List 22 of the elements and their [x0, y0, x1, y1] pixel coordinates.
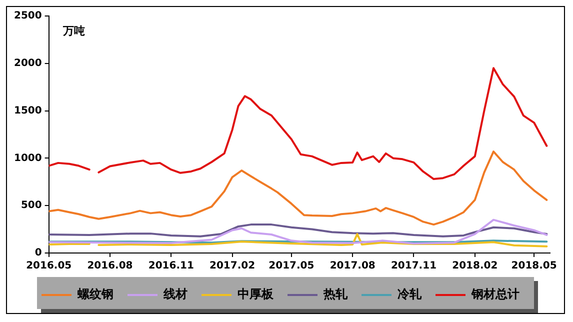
y-tick-label: 500 [20, 200, 42, 212]
x-tick-label: 2017.11 [390, 260, 437, 272]
legend-label: 中厚板 [238, 287, 274, 302]
y-tick-label: 2500 [14, 10, 42, 22]
y-tick-label: 2000 [14, 58, 42, 69]
x-tick-label: 2016.11 [148, 260, 194, 272]
legend-label: 冷轧 [398, 287, 422, 302]
legend-label: 热轧 [322, 287, 348, 302]
x-tick-label: 2017.05 [268, 260, 314, 272]
x-tick-label: 2017.02 [210, 260, 256, 272]
x-tick-label: 2018.05 [511, 260, 557, 272]
y-tick-label: 0 [34, 248, 42, 259]
x-tick-label: 2016.05 [26, 260, 72, 272]
legend-label: 钢材总计 [470, 287, 520, 302]
x-tick-label: 2017.08 [330, 260, 376, 272]
legend-label: 螺纹钢 [76, 287, 114, 302]
y-tick-label: 1000 [14, 152, 42, 164]
y-tick-label: 1500 [14, 105, 42, 116]
x-tick-label: 2018.02 [452, 260, 498, 272]
x-tick-label: 2016.08 [87, 260, 133, 272]
legend-label: 线材 [162, 287, 188, 302]
y-axis-title: 万吨 [62, 24, 85, 38]
